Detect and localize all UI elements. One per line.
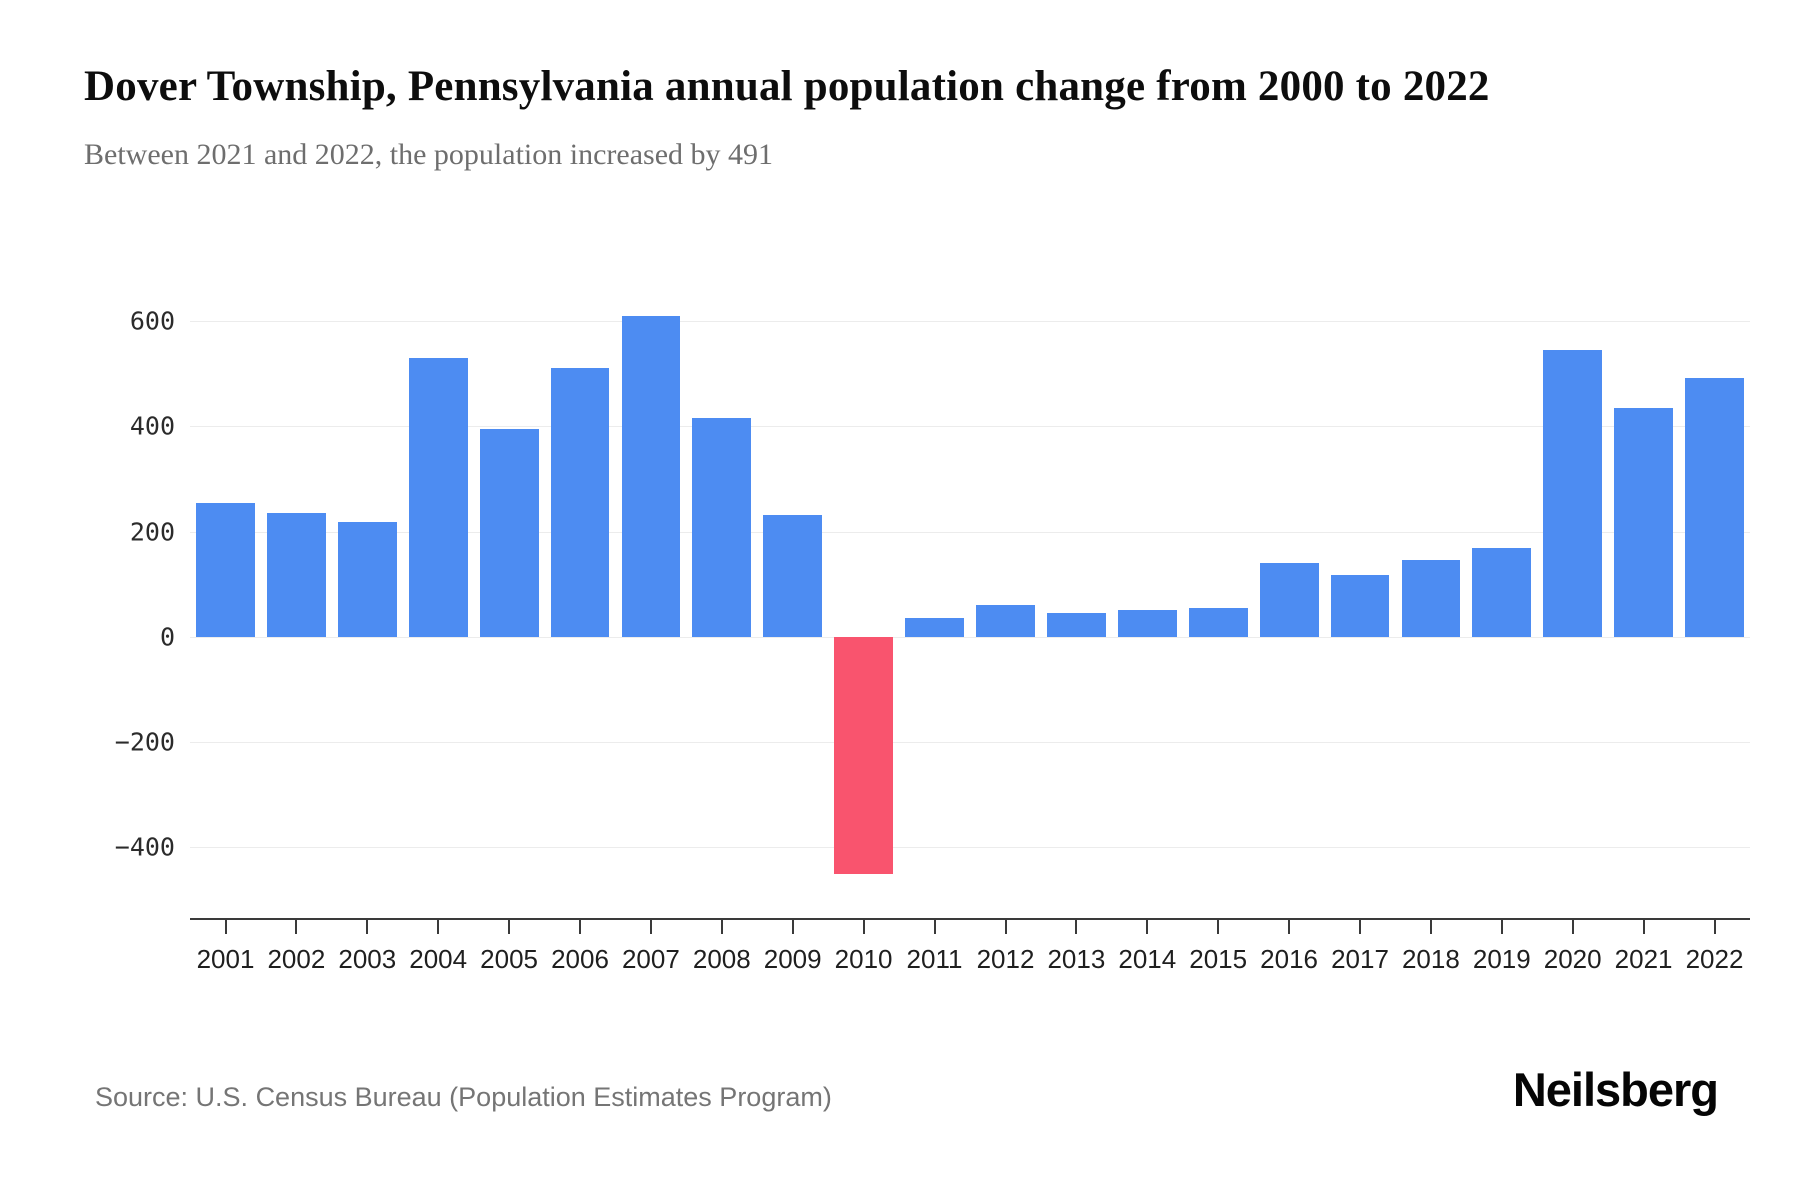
bar-2013 <box>1046 613 1106 637</box>
y-axis-labels: 600 400 200 0 −200 −400 <box>0 300 175 900</box>
bar-2002 <box>266 513 326 637</box>
xtick-label-2008: 2008 <box>692 944 751 974</box>
xtick <box>1642 920 1645 934</box>
gridline <box>190 847 1750 849</box>
xtick <box>720 920 723 934</box>
xtick-label-2002: 2002 <box>267 944 326 974</box>
xtick-label-2018: 2018 <box>1401 944 1460 974</box>
xtick <box>1429 920 1432 934</box>
page-title: Dover Township, Pennsylvania annual popu… <box>84 63 1490 110</box>
bar-2005 <box>479 428 539 637</box>
plot-area <box>190 300 1750 900</box>
xtick-label-2017: 2017 <box>1331 944 1389 974</box>
xtick <box>1713 920 1716 934</box>
xtick-label-2010: 2010 <box>834 944 893 974</box>
xtick <box>933 920 936 934</box>
xtick <box>649 920 652 934</box>
x-axis: 2001 2002 2003 2004 2005 2006 2007 2008 2009 2010… <box>190 918 1750 978</box>
bar-2021 <box>1614 407 1674 637</box>
bar-2004 <box>408 357 468 637</box>
xtick-label-2016: 2016 <box>1260 944 1319 974</box>
xtick-label-2013: 2013 <box>1047 944 1106 974</box>
xtick <box>1500 920 1503 934</box>
xtick-label-2012: 2012 <box>976 944 1035 974</box>
xtick <box>295 920 298 934</box>
xtick <box>1004 920 1007 934</box>
ytick-label: 400 <box>129 411 175 441</box>
xtick <box>1571 920 1574 934</box>
xtick <box>1288 920 1291 934</box>
bar-2011 <box>905 618 964 637</box>
bar-2012 <box>976 605 1035 637</box>
xtick-label-2001: 2001 <box>196 944 255 974</box>
xtick <box>508 920 511 934</box>
xtick <box>791 920 794 934</box>
xtick-label-2019: 2019 <box>1472 944 1531 974</box>
xtick <box>366 920 369 934</box>
gridline <box>190 636 1750 638</box>
bar-2020 <box>1543 350 1603 637</box>
xtick-label-2011: 2011 <box>906 944 963 974</box>
source-text: Source: U.S. Census Bureau (Population E… <box>95 1082 832 1112</box>
bar-2008 <box>692 418 752 637</box>
bar-2009 <box>763 514 823 637</box>
xtick <box>437 920 440 934</box>
xtick <box>1075 920 1078 934</box>
bar-2019 <box>1472 548 1532 637</box>
xtick-label-2020: 2020 <box>1543 944 1602 974</box>
bar-2014 <box>1117 609 1177 637</box>
xtick <box>1146 920 1149 934</box>
ytick-label: 200 <box>129 517 175 547</box>
gridline <box>190 426 1750 428</box>
ytick-label: −400 <box>114 832 175 862</box>
bar-2001 <box>196 502 255 637</box>
xtick <box>862 920 865 934</box>
bar-2010 <box>834 636 894 874</box>
xtick-label-2022: 2022 <box>1685 944 1744 974</box>
xtick-label-2006: 2006 <box>551 944 609 974</box>
bar-2016 <box>1259 563 1319 637</box>
xtick <box>579 920 581 934</box>
brand-logo: Neilsberg <box>1512 1063 1719 1116</box>
xtick-label-2007: 2007 <box>621 944 680 974</box>
xtick-label-2004: 2004 <box>409 944 468 974</box>
ytick-label: −200 <box>114 727 175 757</box>
xtick-label-2009: 2009 <box>763 944 822 974</box>
gridline <box>190 742 1750 744</box>
xtick-label-2005: 2005 <box>480 944 539 974</box>
xtick-label-2003: 2003 <box>338 944 397 974</box>
xtick <box>224 920 227 934</box>
xtick-label-2021: 2021 <box>1614 944 1673 974</box>
bar-2017 <box>1330 574 1390 637</box>
bar-2007 <box>621 315 681 637</box>
xtick <box>1217 920 1220 934</box>
gridline <box>190 321 1750 323</box>
xtick-label-2015: 2015 <box>1189 944 1248 974</box>
ytick-label: 600 <box>129 306 175 336</box>
bar-2015 <box>1188 607 1248 637</box>
xtick-label-2014: 2014 <box>1118 944 1177 974</box>
bar-2006 <box>550 368 610 637</box>
bar-2018 <box>1401 559 1461 637</box>
xtick <box>1359 920 1361 934</box>
gridline <box>190 531 1750 533</box>
bar-2003 <box>337 522 397 637</box>
chart-subtitle: Between 2021 and 2022, the population in… <box>84 138 774 171</box>
bar-2022 <box>1685 378 1744 637</box>
ytick-label: 0 <box>159 622 175 652</box>
